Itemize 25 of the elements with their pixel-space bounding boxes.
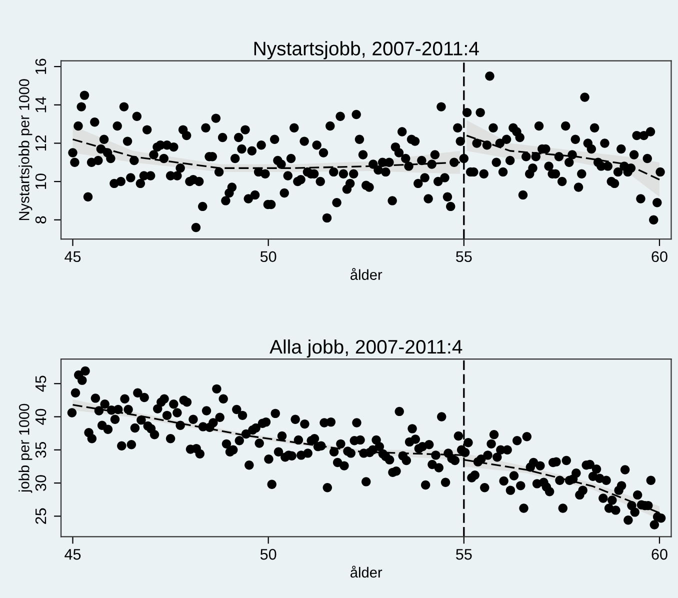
x-tick-label: 50	[260, 548, 276, 560]
x-tick-label: 60	[652, 251, 668, 262]
chart-title: Nystartsjobb, 2007-2011:4	[254, 41, 479, 60]
y-tick-label: 16	[35, 58, 46, 74]
y-tick-label: 8	[35, 216, 46, 224]
x-tick-label: 55	[456, 549, 472, 560]
chart-title: Alla jobb, 2007-2011:4	[270, 339, 462, 358]
y-tick-label: 35	[35, 442, 46, 458]
x-axis-title: ålder	[350, 566, 382, 578]
x-tick-label: 45	[64, 549, 81, 560]
y-tick-label: 30	[35, 475, 46, 491]
x-tick-label: 55	[456, 251, 472, 262]
y-tick-label: 45	[36, 376, 46, 392]
line-series	[466, 134, 660, 180]
x-tick-label: 45	[64, 251, 81, 262]
y-tick-label: 12	[35, 135, 46, 151]
x-tick-label: 50	[260, 251, 276, 262]
x-axis-title: ålder	[350, 268, 382, 280]
y-tick-label: 40	[35, 408, 46, 425]
y-axis-title: Nystartsjobb per 1000	[18, 79, 32, 220]
y-tick-label: 25	[35, 508, 46, 524]
y-axis-title: jobb per 1000	[18, 404, 32, 493]
x-tick-label: 60	[652, 548, 668, 560]
y-tick-label: 10	[35, 174, 46, 189]
y-tick-label: 14	[36, 96, 46, 112]
